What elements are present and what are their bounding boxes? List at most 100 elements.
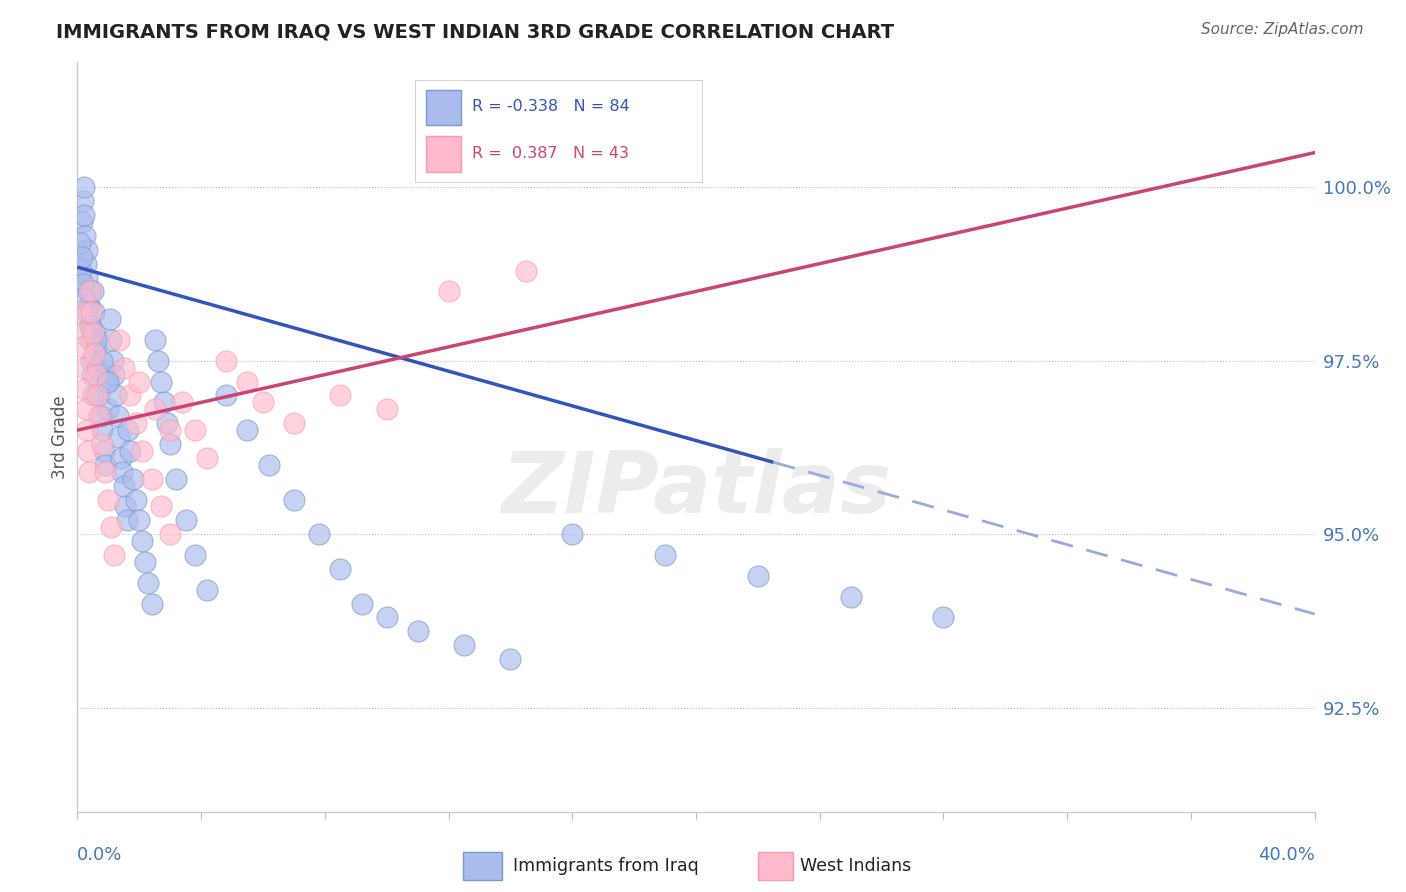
Point — [83, 347, 105, 361]
Point — [406, 624, 429, 639]
Point — [75, 402, 97, 417]
Point — [143, 402, 166, 417]
Point — [76, 423, 98, 437]
Point — [654, 548, 676, 562]
Text: 40.0%: 40.0% — [1258, 847, 1315, 864]
Point — [84, 326, 107, 340]
Point — [77, 298, 100, 312]
Point — [329, 562, 352, 576]
Point — [184, 548, 207, 562]
Point — [70, 263, 93, 277]
Point — [87, 388, 110, 402]
Point — [72, 180, 94, 194]
Point — [283, 492, 305, 507]
Point — [118, 388, 141, 402]
Text: 0.0%: 0.0% — [77, 847, 122, 864]
Point — [453, 638, 475, 652]
Point — [115, 513, 138, 527]
Point — [72, 277, 94, 292]
Point — [112, 360, 135, 375]
Point — [156, 416, 179, 430]
Point — [77, 444, 100, 458]
Point — [82, 326, 104, 340]
Point — [118, 444, 141, 458]
Point — [98, 312, 121, 326]
Text: Immigrants from Iraq: Immigrants from Iraq — [513, 857, 699, 875]
Point — [114, 500, 136, 514]
Point — [96, 375, 118, 389]
Point — [86, 360, 108, 375]
Point — [252, 395, 274, 409]
Point — [77, 285, 100, 299]
Point — [70, 250, 93, 264]
Point — [79, 319, 101, 334]
Point — [100, 520, 122, 534]
Point — [84, 333, 107, 347]
Point — [82, 368, 104, 382]
Point — [143, 333, 166, 347]
Point — [499, 652, 522, 666]
Text: IMMIGRANTS FROM IRAQ VS WEST INDIAN 3RD GRADE CORRELATION CHART: IMMIGRANTS FROM IRAQ VS WEST INDIAN 3RD … — [56, 22, 894, 41]
Point — [117, 423, 139, 437]
Point — [77, 465, 100, 479]
Point — [91, 423, 114, 437]
Point — [73, 360, 96, 375]
Point — [125, 492, 148, 507]
Point — [195, 582, 218, 597]
Point — [125, 416, 148, 430]
Point — [105, 388, 127, 402]
Point — [839, 590, 862, 604]
FancyBboxPatch shape — [463, 852, 502, 880]
Point — [375, 610, 398, 624]
FancyBboxPatch shape — [415, 80, 703, 183]
Point — [94, 465, 117, 479]
Point — [69, 235, 91, 250]
Point — [75, 257, 97, 271]
Point — [149, 500, 172, 514]
Point — [84, 368, 107, 382]
Point — [159, 437, 181, 451]
Point — [128, 513, 150, 527]
Point — [283, 416, 305, 430]
Point — [350, 597, 373, 611]
Point — [107, 409, 129, 424]
Point — [79, 319, 101, 334]
Point — [86, 388, 108, 402]
Point — [215, 388, 238, 402]
Text: West Indians: West Indians — [800, 857, 911, 875]
Point — [75, 228, 96, 243]
FancyBboxPatch shape — [758, 852, 793, 880]
Point — [79, 285, 101, 299]
Point — [94, 458, 117, 472]
FancyBboxPatch shape — [426, 136, 461, 171]
Point — [932, 610, 955, 624]
Point — [141, 472, 163, 486]
Point — [141, 597, 163, 611]
Point — [70, 305, 93, 319]
Point — [747, 569, 769, 583]
Point — [149, 375, 172, 389]
Point — [76, 243, 98, 257]
Text: ZIPatlas: ZIPatlas — [501, 448, 891, 531]
Point — [80, 305, 103, 319]
Point — [195, 450, 218, 465]
Point — [138, 575, 160, 590]
Point — [90, 409, 111, 424]
Point — [159, 527, 181, 541]
Point — [236, 423, 259, 437]
Point — [257, 458, 280, 472]
Point — [110, 450, 132, 465]
Point — [73, 291, 96, 305]
Point — [131, 444, 153, 458]
Point — [146, 353, 169, 368]
Point — [70, 215, 93, 229]
Point — [82, 388, 104, 402]
Point — [91, 437, 114, 451]
Point — [375, 402, 398, 417]
Point — [112, 478, 135, 492]
Text: R =  0.387   N = 43: R = 0.387 N = 43 — [472, 145, 630, 161]
Point — [108, 333, 131, 347]
FancyBboxPatch shape — [426, 89, 461, 126]
Point — [97, 375, 120, 389]
Point — [87, 409, 110, 424]
